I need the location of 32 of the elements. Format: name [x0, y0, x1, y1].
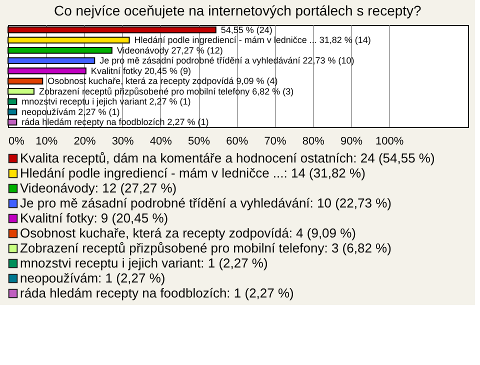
data-label: ráda hledám recepty na foodblozích 2,27 % (1) [22, 117, 209, 128]
legend-label: mnozstvi receptu i jejich variant: 1 (2,27 %) [20, 256, 268, 270]
data-label: mnozstvi receptu i jejich variant 2,27 % (1) [22, 96, 191, 107]
legend-label: Hledání podle ingrediencí - mám v ledničce ...: 14 (31,82 %) [20, 166, 366, 180]
x-tick-label: 30% [112, 136, 134, 148]
data-label: Osobnost kuchaře, která za recepty zodpovídá 9,09 % (4) [48, 76, 278, 86]
data-label: Je pro mě zásadní podrobné třídění a vyhledávání 22,73 % (10) [100, 56, 354, 66]
x-tick-label: 100% [376, 136, 404, 148]
legend-label: Osobnost kuchaře, která za recepty zodpovídá: 4 (9,09 %) [20, 226, 356, 240]
legend-label: ráda hledám recepty na foodblozích: 1 (2,27 %) [20, 286, 294, 300]
legend-label: Kvalitní fotky: 9 (20,45 %) [20, 210, 168, 226]
data-label: Videonávody 27,27 % (12) [116, 45, 223, 56]
x-tick-label: 60% [226, 136, 248, 148]
x-tick-label: 40% [150, 136, 172, 148]
legend-label: Kvalita receptů, dám na komentáře a hodnocení ostatních: 24 (54,55 %) [20, 150, 435, 166]
data-label: Hledání podle ingrediencí - mám v ledničce ... 31,82 % (14) [134, 35, 371, 46]
x-tick-label: 0% [8, 136, 25, 148]
data-label: 54,55 % (24) [220, 24, 272, 35]
x-tick-label: 90% [340, 136, 363, 148]
legend-label: Videonávody: 12 (27,27 %) [20, 180, 177, 196]
legend-label: neopoužívám: 1 (2,27 %) [20, 270, 166, 286]
chart-title: Co nejvíce oceňujete na internetových portálech s recepty? [54, 2, 422, 18]
data-label: neopoužívám 2,27 % (1) [22, 106, 120, 117]
data-label: Kvalitní fotky 20,45 % (9) [90, 66, 191, 76]
legend-label: Je pro mě zásadní podrobné třídění a vyhledávání: 10 (22,73 %) [20, 196, 392, 210]
data-label: Zobrazení receptů přizpůsobené pro mobilní telefony 6,82 % (3) [38, 86, 294, 96]
x-tick-label: 10% [36, 136, 58, 148]
x-tick-label: 20% [74, 136, 96, 148]
x-tick-label: 80% [302, 136, 325, 148]
x-tick-label: 50% [188, 136, 210, 148]
x-tick-label: 70% [264, 136, 286, 148]
legend-label: Zobrazení receptů přizpůsobené pro mobilní telefony: 3 (6,82 %) [20, 240, 392, 256]
